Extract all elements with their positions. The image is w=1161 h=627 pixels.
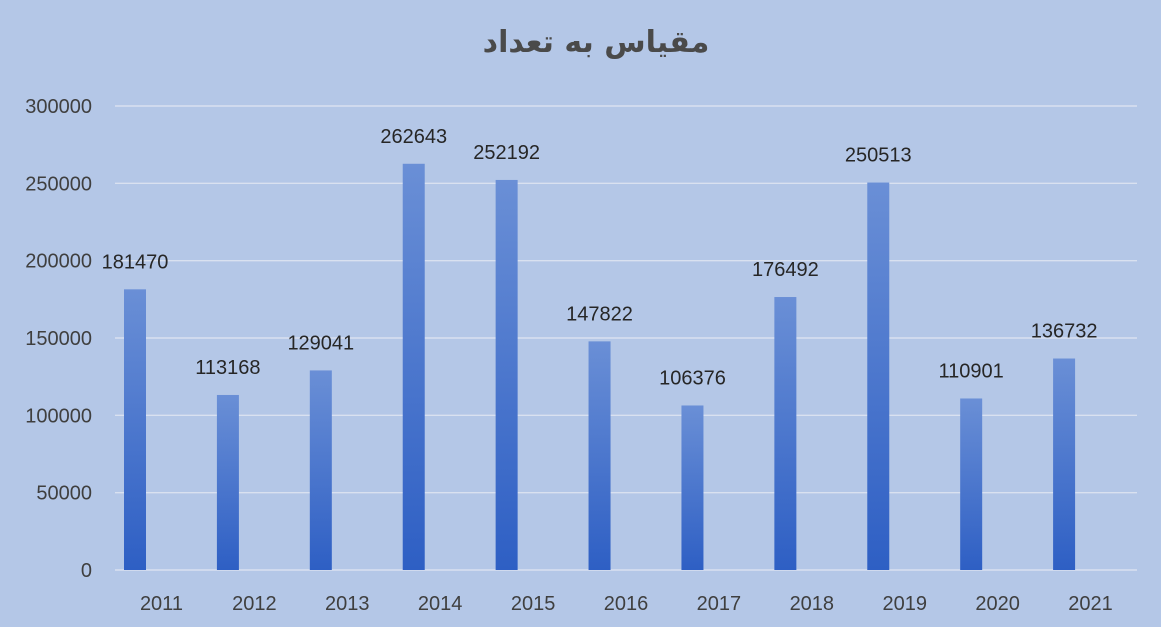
y-tick-label: 200000 xyxy=(25,251,92,273)
bar-2012 xyxy=(216,394,239,570)
data-label-2012: 113168 xyxy=(195,357,260,379)
y-tick-label: 300000 xyxy=(25,96,92,118)
data-label-2016: 147822 xyxy=(566,303,633,325)
data-label-2018: 176492 xyxy=(752,259,819,281)
y-axis-ticks: 0 50000 100000 150000 200000 250000 300000 xyxy=(25,96,92,582)
x-tick-label-2017: 2017 xyxy=(697,593,742,615)
y-tick-label: 150000 xyxy=(25,328,92,350)
bar-2019 xyxy=(867,182,890,570)
x-tick-label-2016: 2016 xyxy=(604,593,649,615)
data-labels: 181470 113168 129041 262643 252192 147822 1063… xyxy=(102,126,1098,390)
bar-2020 xyxy=(960,398,983,570)
bar-2014 xyxy=(402,163,425,571)
bar-2017 xyxy=(681,405,704,570)
bars xyxy=(124,163,1076,571)
chart-title: مقیاس به تعداد xyxy=(483,25,710,60)
data-label-2019: 250513 xyxy=(845,145,912,167)
x-tick-label-2019: 2019 xyxy=(882,593,927,615)
y-tick-label: 50000 xyxy=(36,483,92,505)
x-tick-label-2013: 2013 xyxy=(325,593,370,615)
x-tick-label-2018: 2018 xyxy=(790,593,835,615)
y-tick-label: 250000 xyxy=(25,173,92,195)
data-label-2013: 129041 xyxy=(287,332,354,354)
data-label-2017: 106376 xyxy=(659,367,726,389)
bar-2016 xyxy=(588,341,611,570)
data-label-2015: 252192 xyxy=(473,142,540,164)
data-label-2021: 136732 xyxy=(1031,321,1098,343)
y-tick-label: 0 xyxy=(81,560,92,582)
bar-2018 xyxy=(774,297,797,570)
y-tick-label: 100000 xyxy=(25,405,92,427)
x-tick-label-2014: 2014 xyxy=(418,593,463,615)
x-tick-label-2020: 2020 xyxy=(975,593,1020,615)
x-tick-label-2015: 2015 xyxy=(511,593,556,615)
bar-2011 xyxy=(124,289,146,570)
bar-2015 xyxy=(495,179,518,570)
x-tick-label-2012: 2012 xyxy=(232,593,277,615)
bar-2021 xyxy=(1053,358,1076,570)
gridlines xyxy=(115,105,1137,571)
x-tick-label-2011: 2011 xyxy=(140,593,183,615)
data-label-2011: 181470 xyxy=(102,251,169,273)
data-label-2020: 110901 xyxy=(939,360,1004,382)
bar-2013 xyxy=(309,370,332,570)
x-axis-ticks: 2011 2012 2013 2014 2015 2016 2017 2018 2019 2020… xyxy=(140,593,1113,615)
x-tick-label-2021: 2021 xyxy=(1068,593,1113,615)
data-label-2014: 262643 xyxy=(380,126,447,148)
